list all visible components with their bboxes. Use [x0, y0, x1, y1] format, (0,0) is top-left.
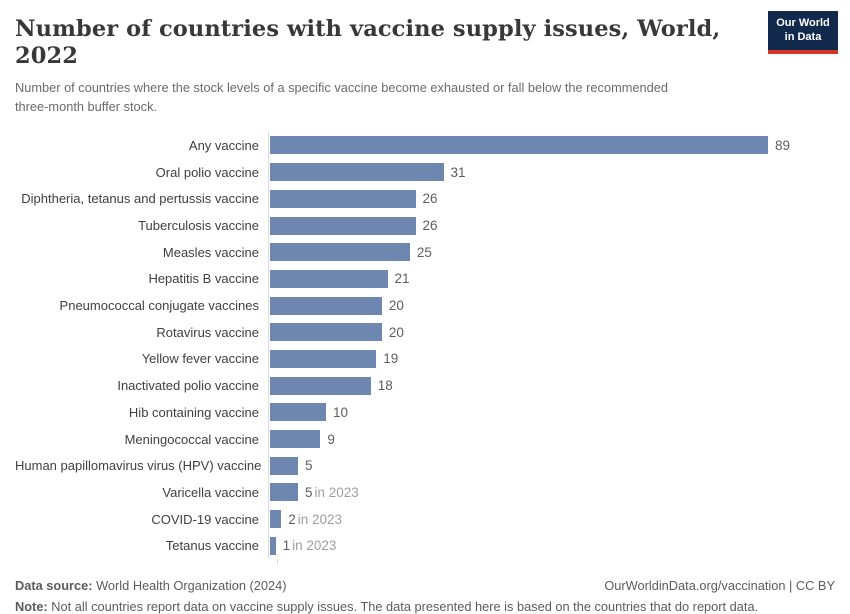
bar-area: 31 — [268, 158, 835, 186]
owid-logo-line2: in Data — [784, 30, 822, 43]
bar-value-suffix: in 2023 — [314, 484, 359, 500]
bar-area: 18 — [268, 372, 835, 399]
bar[interactable] — [270, 136, 768, 155]
owid-chart-page: Our World in Data Number of countries wi… — [15, 11, 838, 614]
bar[interactable] — [270, 483, 298, 502]
bar-row: Pneumococcal conjugate vaccines 20 — [15, 292, 835, 319]
bar[interactable] — [270, 296, 382, 315]
bar-value-suffix: in 2023 — [292, 538, 337, 554]
bar-area: 26 — [268, 185, 835, 213]
bar-row: Any vaccine 89 — [15, 132, 835, 159]
category-label: COVID-19 vaccine — [151, 511, 259, 527]
category-label: Tuberculosis vaccine — [138, 218, 259, 233]
bar[interactable] — [270, 376, 371, 395]
bar-value-label: 2 in 2023 — [288, 511, 342, 527]
note-line: Note: Not all countries report data on v… — [15, 599, 835, 614]
category-label: Human papillomavirus virus (HPV) vaccine — [15, 458, 262, 474]
bar[interactable] — [270, 269, 388, 288]
bar-area: 2 in 2023 — [268, 505, 835, 533]
bar-value-label: 26 — [422, 191, 438, 207]
category-label: Measles vaccine — [162, 244, 259, 260]
bar-row: Measles vaccine 25 — [15, 238, 835, 266]
chart-footer: Data source: World Health Organization (… — [15, 578, 835, 614]
note-text: Not all countries report data on vaccine… — [47, 599, 759, 614]
bar-row: Yellow fever vaccine 19 — [15, 345, 835, 373]
bar[interactable] — [270, 456, 298, 475]
category-label: Rotavirus vaccine — [156, 324, 259, 340]
bar-row: Hepatitis B vaccine 21 — [15, 265, 835, 293]
category-label: Hib containing vaccine — [128, 404, 259, 420]
bar-value-label: 21 — [394, 271, 410, 287]
data-source-text: World Health Organization (2024) — [92, 578, 287, 594]
bar-value-label: 20 — [388, 324, 404, 340]
bar-row: COVID-19 vaccine 2 in 2023 — [15, 505, 835, 533]
bar-row: Tetanus vaccine 1 in 2023 — [15, 532, 835, 560]
bar-area: 10 — [268, 398, 835, 426]
category-label: Oral polio vaccine — [155, 164, 259, 180]
bar-row: Inactivated polio vaccine 18 — [15, 372, 835, 399]
bar-row: Varicella vaccine 5 in 2023 — [15, 479, 835, 506]
bar-value-label: 5 — [305, 458, 313, 474]
bar-row: Diphtheria, tetanus and pertussis vaccin… — [15, 185, 835, 213]
bar-row: Rotavirus vaccine 20 — [15, 318, 835, 346]
bar-value-label: 10 — [333, 404, 349, 420]
bar[interactable] — [270, 536, 276, 555]
bar-value-label: 18 — [377, 378, 393, 394]
category-label: Inactivated polio vaccine — [117, 378, 259, 394]
bar-value-label: 19 — [383, 351, 399, 367]
bar-value-label: 31 — [450, 164, 466, 180]
bar-area: 5 in 2023 — [268, 479, 835, 506]
data-source-label: Data source: — [15, 578, 93, 594]
bar-value-suffix: in 2023 — [297, 511, 342, 527]
bar[interactable] — [270, 349, 377, 368]
bar-area: 20 — [268, 318, 835, 346]
bar[interactable] — [270, 510, 282, 529]
bar-row: Human papillomavirus virus (HPV) vaccine… — [15, 452, 835, 480]
category-label: Varicella vaccine — [162, 484, 259, 500]
bar[interactable] — [270, 430, 321, 448]
bar-area: 9 — [268, 425, 835, 453]
bar[interactable] — [270, 163, 444, 182]
chart-subtitle: Number of countries where the stock leve… — [15, 80, 668, 114]
bar-chart: Any vaccine 89 Oral polio vaccine 31 Diphthe… — [15, 132, 835, 560]
bar[interactable] — [270, 323, 382, 342]
bar-value-label: 89 — [775, 137, 791, 153]
bar-value-label: 25 — [416, 244, 432, 260]
bar-value-label: 9 — [327, 431, 335, 447]
axis-line-tail — [277, 559, 287, 566]
note-label: Note: — [15, 599, 48, 614]
bar-area: 1 in 2023 — [268, 532, 835, 560]
bar[interactable] — [270, 403, 326, 422]
bar-row: Tuberculosis vaccine 26 — [15, 212, 835, 239]
owid-url-link[interactable]: OurWorldinData.org/vaccination | CC BY — [604, 578, 835, 594]
category-label: Yellow fever vaccine — [141, 351, 259, 367]
bar-area: 25 — [268, 238, 835, 266]
bar-area: 89 — [268, 132, 835, 159]
owid-logo-line1: Our World — [776, 17, 830, 29]
bar-value-label: 20 — [388, 298, 404, 314]
bar-area: 5 — [268, 452, 835, 480]
bar[interactable] — [270, 243, 410, 262]
bar-area: 26 — [268, 212, 835, 239]
category-label: Meningococcal vaccine — [124, 431, 259, 447]
bar-area: 20 — [268, 292, 835, 319]
owid-logo[interactable]: Our World in Data — [768, 11, 838, 54]
bar-value-label: 26 — [422, 218, 438, 233]
bar-row: Hib containing vaccine 10 — [15, 398, 835, 426]
bar-value-label: 1 in 2023 — [282, 538, 337, 554]
bar-row: Meningococcal vaccine 9 — [15, 425, 835, 453]
bar[interactable] — [270, 189, 416, 208]
bar-row: Oral polio vaccine 31 — [15, 158, 835, 186]
category-label: Hepatitis B vaccine — [148, 271, 259, 287]
category-label: Any vaccine — [188, 137, 259, 153]
category-label: Pneumococcal conjugate vaccines — [59, 298, 259, 314]
category-label: Diphtheria, tetanus and pertussis vaccin… — [21, 191, 259, 207]
bar-area: 19 — [268, 345, 835, 373]
chart-title: Number of countries with vaccine supply … — [15, 16, 721, 69]
category-label: Tetanus vaccine — [165, 538, 259, 554]
bar[interactable] — [270, 216, 416, 235]
data-source-line: Data source: World Health Organization (… — [15, 578, 286, 593]
bar-area: 21 — [268, 265, 835, 293]
bar-value-label: 5 in 2023 — [305, 484, 359, 500]
